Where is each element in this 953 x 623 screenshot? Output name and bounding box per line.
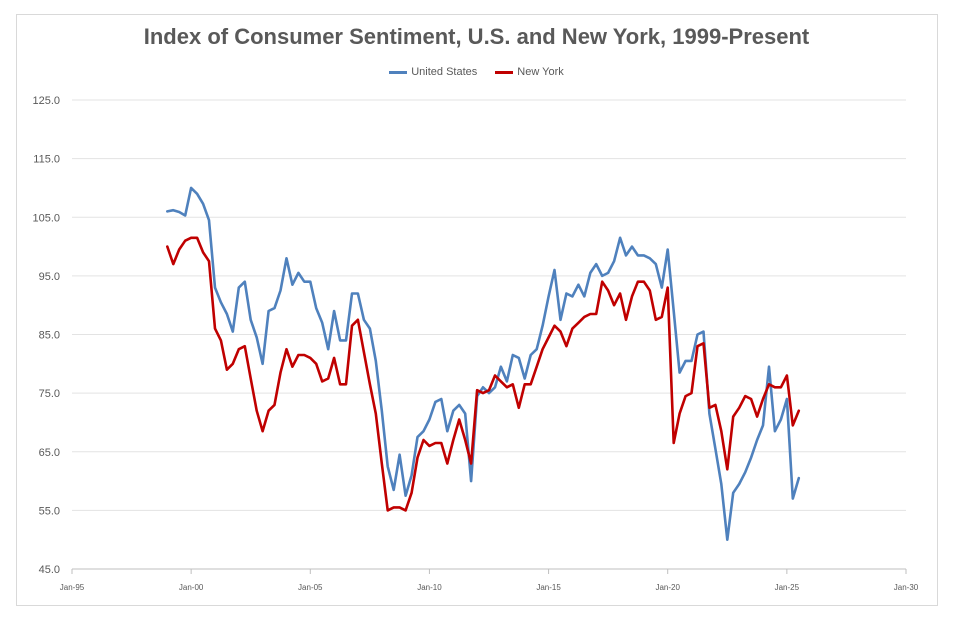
x-tick-label: Jan-05 [298, 583, 323, 592]
x-tick-label: Jan-20 [655, 583, 680, 592]
chart-title: Index of Consumer Sentiment, U.S. and Ne… [143, 24, 810, 49]
legend-swatch-ny [495, 70, 514, 74]
x-tick-label: Jan-10 [417, 583, 442, 592]
y-tick-label: 45.0 [39, 564, 60, 576]
y-tick-label: 95.0 [39, 271, 60, 283]
y-tick-label: 125.0 [32, 95, 60, 107]
legend-label-ny: New York [517, 66, 564, 78]
y-tick-label: 75.0 [39, 388, 60, 400]
x-tick-label: Jan-95 [60, 583, 85, 592]
legend-item-us: United States [389, 66, 477, 78]
series-line-new-york [166, 236, 801, 512]
y-tick-label: 55.0 [39, 505, 60, 517]
legend-label-us: United States [411, 66, 478, 78]
y-tick-label: 115.0 [33, 154, 60, 166]
x-tick-label: Jan-15 [536, 583, 561, 592]
chart-frame [16, 14, 938, 606]
chart-legend: United States New York [0, 66, 953, 78]
series-line-united-states [166, 186, 801, 541]
x-tick-label: Jan-30 [894, 583, 919, 592]
x-tick-label: Jan-00 [179, 583, 204, 592]
y-tick-label: 85.0 [39, 330, 60, 342]
legend-swatch-us [389, 70, 408, 74]
y-tick-label: 105.0 [32, 212, 60, 224]
x-tick-label: Jan-25 [775, 583, 800, 592]
y-tick-label: 65.0 [39, 447, 60, 459]
legend-item-ny: New York [495, 66, 564, 78]
